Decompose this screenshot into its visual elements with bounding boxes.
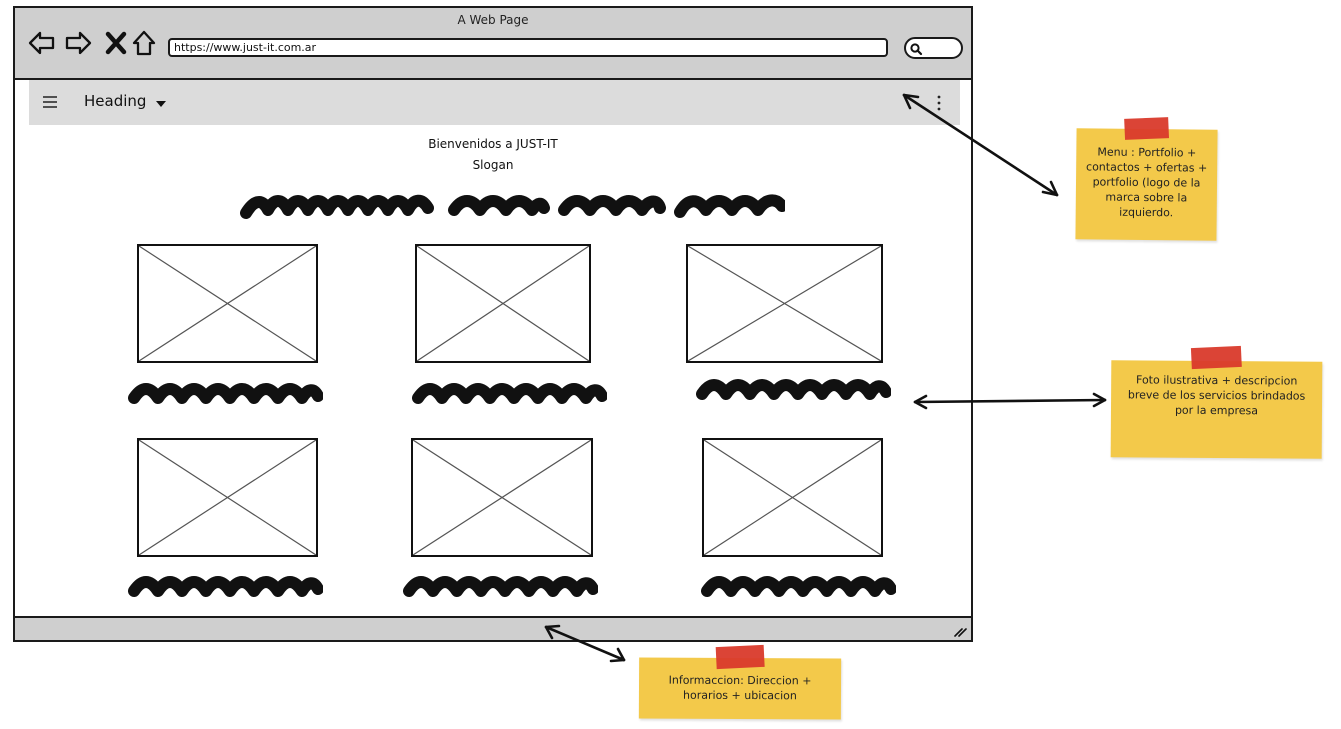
slogan-text: Slogan bbox=[472, 158, 514, 172]
image-placeholder-cross bbox=[704, 440, 881, 555]
tape bbox=[1190, 345, 1242, 370]
address-bar[interactable]: https://www.just-it.com.ar bbox=[168, 38, 888, 57]
search-icon bbox=[910, 43, 923, 56]
image-placeholder-cross bbox=[139, 440, 316, 555]
image-placeholder-cross bbox=[417, 246, 589, 361]
caret-down-icon[interactable] bbox=[155, 100, 167, 108]
arrow-footer-head-end bbox=[609, 647, 626, 663]
window-title: A Web Page bbox=[457, 13, 529, 27]
image-placeholder-cross bbox=[413, 440, 591, 555]
app-header: Heading bbox=[29, 80, 960, 125]
scribbled-caption bbox=[412, 383, 607, 404]
sticky-note-text: Foto ilustrativa + descripcion breve de … bbox=[1127, 373, 1306, 418]
scribbled-caption bbox=[701, 576, 896, 597]
browser-footer bbox=[15, 616, 971, 640]
sticky-note-footer: Informaccion: Direccion + horarios + ubi… bbox=[638, 644, 842, 720]
image-placeholder[interactable] bbox=[137, 244, 318, 363]
image-placeholder[interactable] bbox=[411, 438, 593, 557]
forward-arrow-icon[interactable] bbox=[63, 28, 93, 58]
home-icon[interactable] bbox=[129, 28, 159, 58]
kebab-menu-icon[interactable] bbox=[935, 94, 943, 112]
search-field[interactable] bbox=[904, 37, 963, 59]
sticky-note-services: Foto ilustrativa + descripcion breve de … bbox=[1110, 345, 1323, 459]
close-icon[interactable] bbox=[101, 28, 131, 58]
arrow-services-head-end bbox=[1092, 392, 1107, 408]
back-arrow-icon[interactable] bbox=[27, 28, 57, 58]
hamburger-icon[interactable] bbox=[41, 94, 59, 110]
image-placeholder[interactable] bbox=[686, 244, 883, 363]
image-placeholder[interactable] bbox=[702, 438, 883, 557]
browser-window: A Web Page https://www.just-it.com.ar He… bbox=[13, 6, 973, 642]
page-heading: Heading bbox=[84, 92, 147, 110]
sticky-note-menu: Menu : Portfolio + contactos + ofertas +… bbox=[1075, 117, 1218, 241]
tape bbox=[715, 644, 765, 670]
sticky-note-text: Menu : Portfolio + contactos + ofertas +… bbox=[1085, 145, 1208, 220]
scribbled-caption bbox=[128, 383, 323, 404]
image-placeholder-cross bbox=[688, 246, 881, 361]
scribbled-caption bbox=[696, 379, 891, 400]
tape bbox=[1124, 117, 1170, 140]
browser-titlebar: A Web Page https://www.just-it.com.ar bbox=[15, 8, 971, 80]
welcome-text: Bienvenidos a JUST-IT bbox=[428, 137, 558, 151]
scribbled-caption bbox=[128, 576, 323, 597]
image-placeholder[interactable] bbox=[415, 244, 591, 363]
scribbled-tagline bbox=[240, 194, 785, 219]
scribbled-caption bbox=[403, 576, 598, 597]
image-placeholder-cross bbox=[139, 246, 316, 361]
resize-grip-icon[interactable] bbox=[953, 625, 967, 637]
arrow-menu-head-end bbox=[1041, 180, 1059, 197]
image-placeholder[interactable] bbox=[137, 438, 318, 557]
